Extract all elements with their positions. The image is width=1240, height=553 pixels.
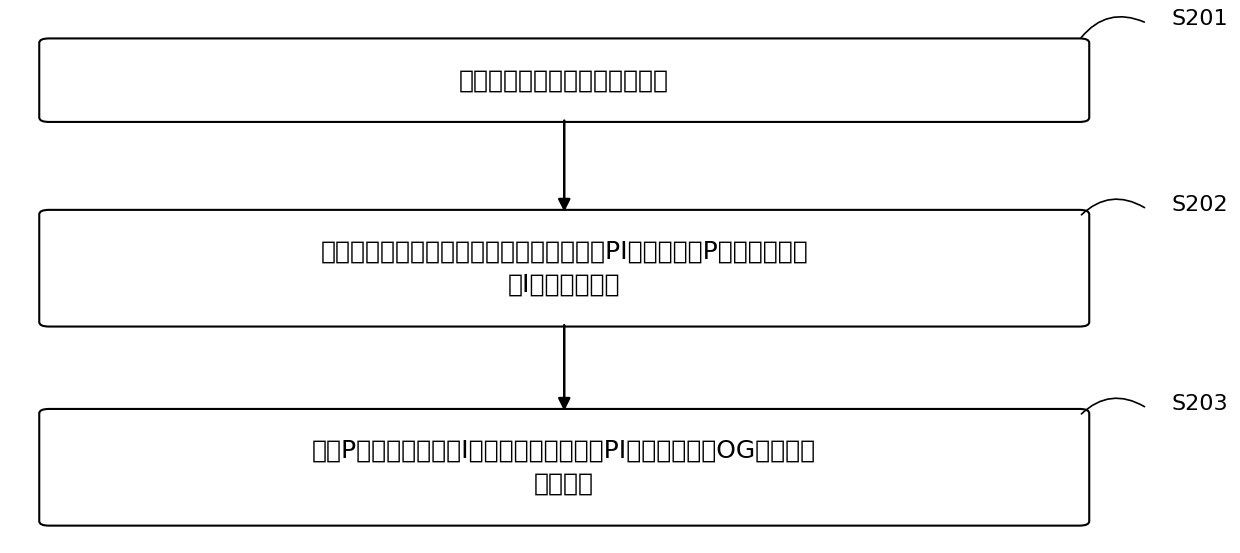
FancyBboxPatch shape	[40, 409, 1089, 525]
Text: 判断滑差差值是否在合理区间内: 判断滑差差值是否在合理区间内	[459, 68, 670, 92]
Text: S202: S202	[1172, 195, 1228, 215]
Text: 如果不在，则根据滑差差值进行查表，得到PI控制公式中P项控制系数值
和I项控制系数值: 如果不在，则根据滑差差值进行查表，得到PI控制公式中P项控制系数值 和I项控制系…	[320, 239, 808, 297]
FancyBboxPatch shape	[40, 210, 1089, 326]
Text: S203: S203	[1172, 394, 1228, 414]
Text: S201: S201	[1172, 9, 1228, 29]
FancyBboxPatch shape	[40, 39, 1089, 122]
Text: 基于P项控制系数值和I项控制系数值，利用PI控制公式计算OG离合器油
压补偿量: 基于P项控制系数值和I项控制系数值，利用PI控制公式计算OG离合器油 压补偿量	[312, 439, 816, 496]
